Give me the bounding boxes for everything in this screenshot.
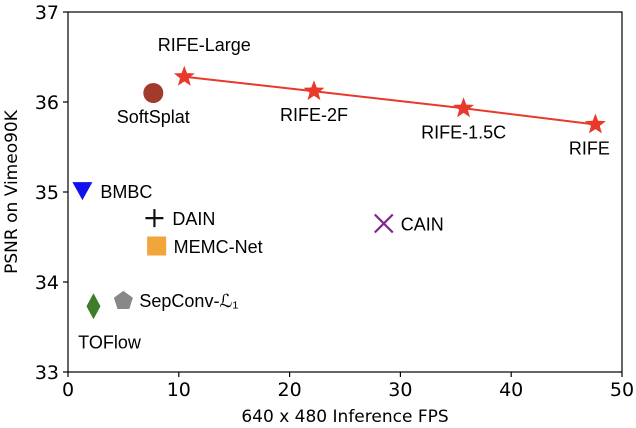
point-label: CAIN: [401, 215, 444, 235]
point-label: BMBC: [100, 182, 152, 202]
star-marker: [584, 113, 606, 134]
x-tick-label: 10: [167, 379, 191, 401]
point-labels: RIFE-Large RIFE-2F RIFE-1.5C RIFE SoftSplat B…: [78, 35, 610, 352]
x-axis-label: 640 x 480 Inference FPS: [241, 407, 448, 427]
point-label: MEMC-Net: [174, 237, 263, 257]
y-tick-label: 33: [35, 362, 59, 384]
point-label: RIFE: [569, 139, 610, 159]
star-marker: [303, 80, 325, 101]
x-tick-label: 0: [62, 379, 74, 401]
point-label: TOFlow: [78, 332, 142, 352]
diamond-marker: [86, 293, 101, 320]
triangle-marker: [72, 182, 93, 201]
x-tick-label: 30: [388, 379, 412, 401]
x-marker: [374, 213, 394, 234]
y-axis-label: PSNR on Vimeo90K: [2, 109, 22, 274]
axis-ticks: 0 10 20 30 40 50 33 34 35 36 37: [35, 2, 634, 401]
circle-marker: [143, 83, 164, 103]
point-label: RIFE-1.5C: [421, 122, 506, 142]
plus-marker: [145, 209, 164, 228]
y-tick-label: 35: [35, 182, 59, 204]
point-label: SoftSplat: [117, 107, 190, 127]
point-label: RIFE-2F: [280, 105, 348, 125]
star-marker: [453, 97, 474, 118]
square-marker: [147, 236, 167, 256]
point-label: DAIN: [172, 209, 215, 229]
point-label: RIFE-Large: [158, 35, 251, 55]
x-tick-label: 20: [278, 379, 302, 401]
data-marks: [72, 65, 606, 320]
x-tick-label: 40: [499, 379, 523, 401]
star-marker: [173, 65, 195, 86]
rife-series-line: [184, 75, 596, 126]
x-tick-label: 50: [610, 379, 634, 401]
point-label: SepConv-ℒ₁: [139, 291, 238, 311]
pentagon-marker: [113, 290, 133, 309]
y-tick-label: 36: [35, 92, 59, 114]
y-tick-label: 37: [35, 2, 59, 24]
y-tick-label: 34: [35, 272, 59, 294]
